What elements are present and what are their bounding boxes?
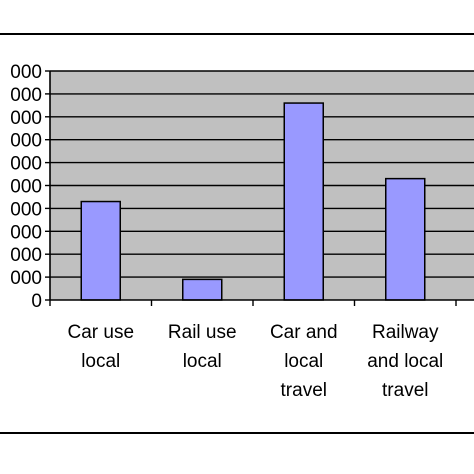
bar — [182, 278, 223, 301]
y-tick-label: 000 — [10, 245, 42, 266]
x-category-label-line: travel — [382, 380, 428, 401]
category-labels: Car use local Rail use local Car and local tra… — [67, 322, 443, 401]
bar — [283, 102, 324, 301]
x-category-label-line: travel — [281, 380, 327, 401]
x-category-label-line: and local — [367, 351, 443, 372]
y-tick-label: 000 — [10, 199, 42, 220]
x-category-label-line: Rail use — [168, 322, 237, 343]
y-tick-label: 000 — [10, 62, 42, 83]
y-tick-label: 000 — [10, 154, 42, 175]
bar — [80, 200, 121, 301]
y-tick-label: 000 — [10, 268, 42, 289]
x-category-label-line: Railway — [372, 322, 439, 343]
x-category-label-line: Car use — [67, 322, 134, 343]
bars — [80, 102, 426, 301]
x-category-label: Rail use local — [168, 322, 237, 372]
y-tick-label: 000 — [10, 85, 42, 106]
y-tick-label: 000 — [10, 222, 42, 243]
x-category-label-line: local — [81, 351, 120, 372]
y-tick-label: 000 — [10, 177, 42, 198]
x-category-label-line: Car and — [270, 322, 338, 343]
x-category-label: Railway and local travel — [367, 322, 443, 401]
y-tick-label: 000 — [10, 108, 42, 129]
y-tick-label: 0 — [31, 291, 42, 312]
y-tick-label: 000 — [10, 131, 42, 152]
x-category-label-line: local — [284, 351, 323, 372]
x-category-label: Car and local travel — [270, 322, 338, 401]
bar — [385, 177, 426, 301]
x-category-label-line: local — [183, 351, 222, 372]
axes — [45, 70, 474, 306]
x-category-label: Car use local — [67, 322, 134, 372]
